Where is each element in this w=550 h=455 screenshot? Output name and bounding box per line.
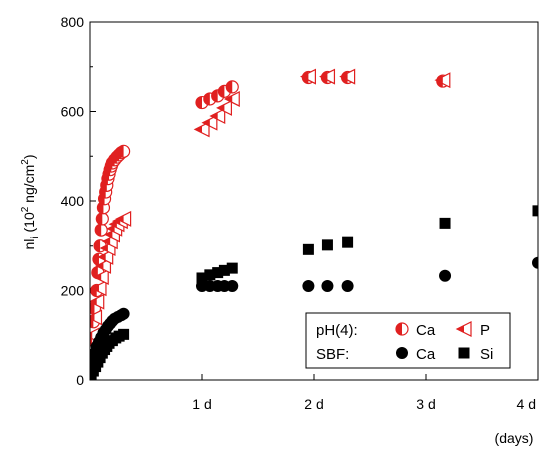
point-ph_p-17 [216, 99, 232, 116]
point-sbf_ca-23 [341, 280, 354, 293]
point-ph_p-15 [201, 114, 218, 131]
point-ph_p-6 [97, 248, 114, 265]
point-sbf_si-21 [439, 217, 451, 229]
x-tick-label-3: 4 d [517, 396, 536, 412]
point-ph_ca-27 [225, 80, 239, 94]
legend-label-ph-p: P [480, 322, 490, 339]
point-sbf_ca-15 [117, 307, 130, 320]
point-ph_p-4 [92, 269, 109, 286]
point-ph_p-1 [90, 309, 103, 326]
legend-group-ph: pH(4): [316, 322, 358, 339]
legend-symbol-ph_p [455, 321, 472, 337]
point-sbf_si-17 [226, 262, 238, 274]
plot-frame [89, 21, 539, 381]
point-sbf_si-13 [196, 272, 208, 284]
legend-label-sbf-si: Si [480, 346, 493, 363]
point-ph_p-22 [434, 72, 451, 89]
point-ph_p-5 [95, 257, 112, 274]
point-ph_p-14 [193, 121, 210, 138]
legend-group-sbf: SBF: [316, 346, 349, 363]
legend-symbol-sbf_ca [396, 347, 408, 359]
series-ph_p [90, 68, 451, 344]
legend-symbol-sbf_si [458, 347, 470, 359]
point-ph_p-16 [209, 108, 226, 124]
y-tick-label-1: 200 [61, 283, 85, 299]
point-sbf_si-18 [302, 243, 314, 255]
series-sbf_si [90, 205, 538, 380]
point-sbf_ca-22 [321, 280, 334, 293]
point-ph_p-20 [319, 68, 336, 85]
x-tick-label-0: 1 d [192, 396, 211, 412]
point-ph_ca-22 [116, 144, 131, 158]
point-ph_ca-8 [95, 212, 109, 226]
point-sbf_si-20 [342, 236, 354, 248]
point-ph_p-18 [223, 90, 240, 107]
point-sbf_si-14 [204, 269, 216, 281]
legend-marker-sbf-si [458, 347, 470, 359]
point-ph_ca-25 [211, 89, 225, 103]
point-sbf_ca-25 [532, 256, 538, 269]
y-tick-label-2: 400 [61, 193, 85, 209]
point-ph_p-3 [90, 280, 107, 297]
point-sbf_si-22 [532, 205, 538, 217]
legend-symbol-ph_ca [395, 322, 409, 336]
y-axis-title: nli (102 ng/cm2) [20, 154, 41, 249]
legend-label-sbf-ca: Ca [416, 346, 436, 363]
legend-box [305, 312, 511, 369]
point-ph_p-13 [115, 210, 132, 227]
point-sbf_ca-21 [302, 280, 315, 293]
point-ph_p-2 [90, 293, 105, 310]
x-tick-label-2: 3 d [416, 396, 435, 412]
x-tick-label-1: 2 d [304, 396, 323, 412]
point-ph_p-19 [300, 68, 316, 85]
x-axis-title: (days) [495, 430, 534, 446]
y-tick-label-3: 600 [61, 104, 85, 120]
y-tick-label-0: 0 [76, 372, 84, 388]
y-tick-label-4: 800 [61, 14, 85, 30]
point-sbf_ca-24 [439, 269, 452, 282]
series-ph_ca [90, 70, 450, 347]
legend-label-ph-ca: Ca [416, 322, 436, 339]
point-ph_p-21 [339, 68, 356, 85]
point-sbf_si-12 [118, 328, 130, 340]
point-sbf_si-15 [212, 267, 224, 279]
point-sbf_ca-20 [226, 280, 239, 293]
legend: pH(4): Ca P SBF: Ca Si [305, 312, 511, 369]
legend-marker-ph-p [455, 321, 472, 337]
legend-marker-sbf-ca [396, 347, 408, 359]
point-sbf_si-19 [321, 239, 333, 251]
point-sbf_si-16 [218, 264, 230, 276]
legend-marker-ph-ca [395, 322, 409, 336]
point-ph_ca-7 [94, 223, 108, 237]
